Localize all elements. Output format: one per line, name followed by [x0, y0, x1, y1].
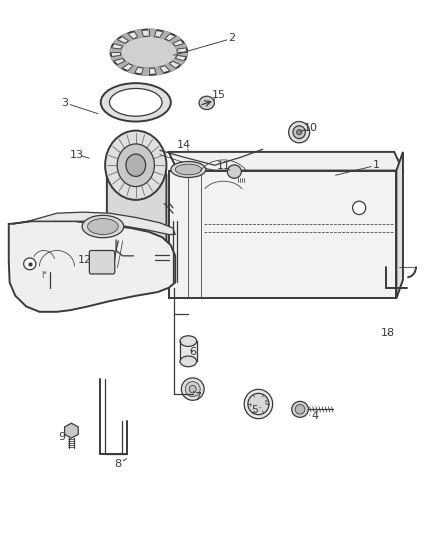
Ellipse shape: [111, 29, 187, 75]
FancyBboxPatch shape: [89, 251, 115, 274]
Text: 15: 15: [212, 90, 226, 100]
Ellipse shape: [181, 378, 204, 400]
Ellipse shape: [88, 219, 118, 235]
Polygon shape: [111, 55, 123, 61]
Ellipse shape: [101, 83, 171, 122]
Ellipse shape: [292, 401, 308, 417]
Polygon shape: [117, 61, 129, 68]
Ellipse shape: [180, 356, 197, 367]
Polygon shape: [64, 423, 78, 438]
Text: 9: 9: [58, 432, 65, 442]
Polygon shape: [113, 39, 125, 46]
Polygon shape: [175, 44, 187, 49]
Polygon shape: [169, 152, 403, 171]
Text: 10: 10: [304, 123, 318, 133]
Polygon shape: [134, 30, 143, 37]
Polygon shape: [173, 58, 184, 65]
Text: 11: 11: [216, 161, 230, 171]
Text: E: E: [265, 400, 268, 406]
Text: 18: 18: [381, 328, 395, 338]
Polygon shape: [396, 152, 403, 298]
Polygon shape: [169, 171, 396, 298]
Polygon shape: [155, 67, 164, 75]
Ellipse shape: [175, 164, 201, 175]
Ellipse shape: [24, 258, 36, 270]
Text: 12: 12: [78, 255, 92, 264]
Polygon shape: [177, 52, 187, 56]
Ellipse shape: [185, 382, 200, 397]
Polygon shape: [160, 31, 170, 39]
Text: I: I: [250, 402, 251, 408]
Polygon shape: [165, 63, 176, 71]
Polygon shape: [9, 221, 175, 312]
Ellipse shape: [227, 165, 241, 178]
Ellipse shape: [295, 405, 305, 414]
Text: 6: 6: [189, 347, 196, 357]
Ellipse shape: [353, 201, 366, 215]
Ellipse shape: [180, 336, 197, 346]
Ellipse shape: [293, 126, 305, 139]
Ellipse shape: [82, 215, 124, 238]
Text: 7: 7: [194, 392, 201, 402]
Text: 8: 8: [115, 459, 122, 469]
Text: 1: 1: [373, 160, 380, 170]
Polygon shape: [149, 29, 156, 37]
Ellipse shape: [189, 385, 196, 393]
Ellipse shape: [248, 393, 269, 415]
Ellipse shape: [126, 154, 145, 176]
Polygon shape: [122, 33, 133, 41]
Ellipse shape: [105, 131, 166, 200]
Text: 5: 5: [251, 406, 258, 415]
Polygon shape: [110, 48, 121, 52]
Ellipse shape: [289, 122, 310, 143]
Ellipse shape: [199, 96, 214, 110]
Ellipse shape: [97, 258, 107, 266]
Text: |*: |*: [42, 271, 47, 278]
FancyBboxPatch shape: [107, 172, 166, 244]
Text: 3: 3: [61, 98, 68, 108]
Polygon shape: [141, 68, 149, 75]
Ellipse shape: [244, 389, 272, 419]
Ellipse shape: [120, 36, 177, 68]
Polygon shape: [13, 212, 175, 235]
Text: 2: 2: [229, 34, 236, 43]
Polygon shape: [180, 341, 197, 361]
Ellipse shape: [110, 88, 162, 116]
Ellipse shape: [297, 130, 302, 135]
Ellipse shape: [171, 161, 206, 177]
Text: 14: 14: [177, 140, 191, 150]
Text: 13: 13: [70, 150, 84, 159]
Polygon shape: [127, 66, 138, 74]
Text: 4: 4: [312, 411, 319, 421]
Ellipse shape: [117, 144, 154, 187]
Polygon shape: [169, 36, 181, 43]
